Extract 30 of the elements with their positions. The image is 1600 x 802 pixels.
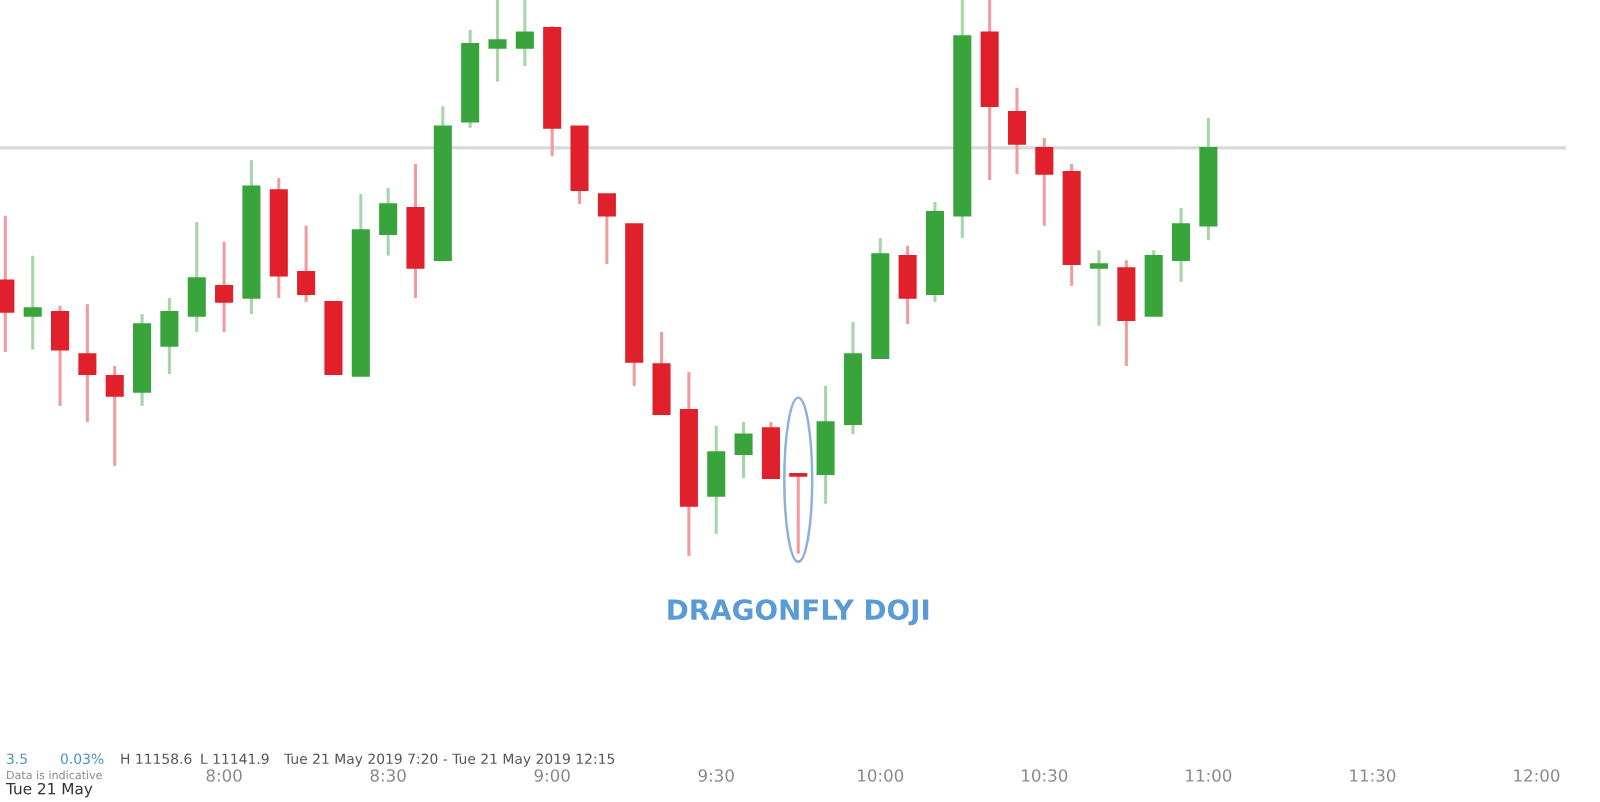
candlestick	[1035, 136, 1054, 228]
candlestick	[898, 244, 917, 326]
candlestick	[1007, 86, 1027, 176]
candlestick	[23, 254, 42, 352]
annotation: DRAGONFLY DOJI	[668, 599, 929, 626]
x-tick-label: 11:30	[1350, 769, 1396, 782]
x-tick-label: 8:30	[370, 769, 406, 782]
candlestick	[215, 240, 234, 334]
candlestick	[51, 304, 70, 408]
candlestick	[488, 0, 507, 84]
candlestick	[707, 424, 726, 536]
x-tick-label: 11:00	[1186, 769, 1232, 782]
candlestick	[1089, 248, 1109, 328]
x-tick-label: 10:30	[1022, 769, 1068, 782]
candlestick	[187, 220, 206, 334]
x-tick-label: 9:00	[534, 769, 570, 782]
x-tick-label: 8:00	[206, 769, 242, 782]
candlestick	[515, 0, 534, 68]
x-tick-label: 12:00	[1514, 769, 1560, 782]
candlestick	[789, 472, 808, 556]
candlestick	[1172, 206, 1191, 284]
candlestick	[297, 224, 316, 304]
candlestick	[160, 296, 179, 376]
x-tick-label: 10:00	[858, 769, 904, 782]
candlestick	[734, 420, 753, 480]
candlestick	[78, 302, 97, 424]
candlestick	[597, 192, 616, 266]
candlestick	[105, 364, 124, 468]
candlestick	[379, 186, 398, 258]
x-tick-label: 9:30	[698, 769, 734, 782]
